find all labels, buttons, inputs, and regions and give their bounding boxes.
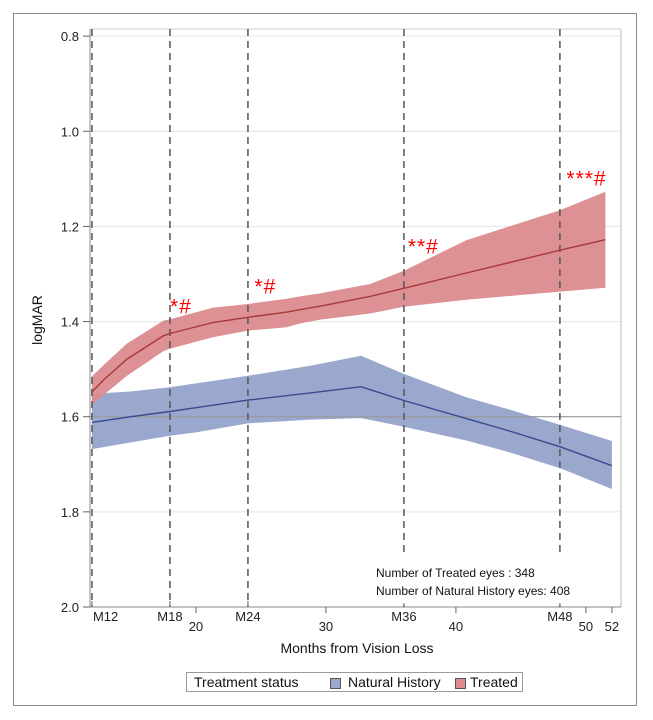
treated-mean-line [91,239,606,393]
ci-bands [91,191,612,489]
natural-history-eyes-count: Number of Natural History eyes: 408 [376,584,571,598]
visit-label-m36: M36 [391,609,416,624]
legend-title: Treatment status [194,674,299,690]
legend-swatch-treated [455,678,466,689]
axes [83,29,621,613]
legend: Treatment status Natural History Treated [186,672,523,692]
visit-label-m12: M12 [93,609,118,624]
legend-label-treated: Treated [470,674,518,690]
x-axis-title: Months from Vision Loss [280,640,433,656]
figure-frame [13,13,637,706]
annotations: *# *# **# ***# [170,168,606,319]
x-tick-label: 52 [605,619,619,634]
significance-annotation: **# [408,236,439,259]
y-tick-label: 1.6 [61,410,79,425]
natural-history-ci-band [91,355,612,489]
x-tick-label: 50 [579,619,593,634]
x-tick-label: 40 [449,619,463,634]
y-tick-label: 1.8 [61,505,79,520]
y-tick-label: 1.2 [61,219,79,234]
sample-size-box: Number of Treated eyes : 348 Number of N… [368,556,602,603]
treated-eyes-count: Number of Treated eyes : 348 [376,566,535,580]
natural-history-mean-line [91,385,613,467]
legend-swatch-natural-history [330,678,341,689]
visit-label-m24: M24 [235,609,260,624]
visit-label-m18: M18 [157,609,182,624]
treated-ci-band [91,191,606,405]
y-axis-title: logMAR [29,295,45,345]
significance-annotation: *# [254,276,276,299]
y-tick-label: 0.8 [61,29,79,44]
mean-lines [91,239,613,467]
x-tick-label: 30 [319,619,333,634]
significance-annotation: ***# [566,168,606,191]
legend-label-natural-history: Natural History [348,674,441,690]
significance-annotation: *# [170,295,192,318]
y-tick-label: 1.4 [61,315,79,330]
y-tick-label: 2.0 [61,600,79,615]
tick-labels: 0.8 1.0 1.2 1.4 1.6 1.8 2.0 20 30 40 50 52 M12 M18 M24… [61,29,619,634]
visit-label-m48: M48 [547,609,572,624]
x-tick-label: 20 [189,619,203,634]
y-tick-label: 1.0 [61,124,79,139]
